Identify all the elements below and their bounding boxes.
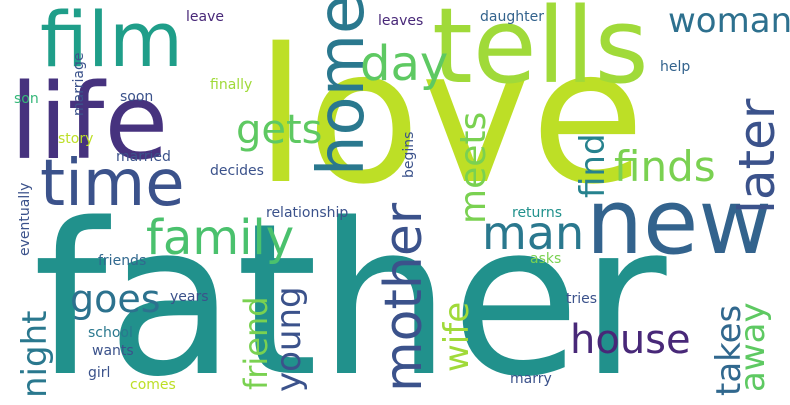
word-decides: decides [210, 163, 264, 179]
word-tells: tells [432, 0, 649, 107]
word-help: help [660, 59, 691, 75]
word-finds: finds [614, 142, 716, 191]
word-married: married [116, 149, 171, 165]
word-new: new [586, 170, 773, 275]
word-man: man [482, 206, 585, 260]
word-returns: returns [512, 205, 563, 221]
word-marry: marry [510, 371, 552, 387]
word-soon: soon [120, 89, 154, 105]
word-away: away [733, 302, 773, 392]
word-family: family [146, 210, 295, 266]
word-girl: girl [88, 365, 111, 381]
word-marriage: marriage [71, 52, 87, 116]
word-film: film [40, 0, 184, 84]
word-young: young [269, 286, 309, 392]
word-meets: meets [453, 111, 494, 224]
word-night: night [15, 310, 55, 398]
word-find: find [573, 133, 613, 198]
word-years: years [170, 289, 209, 305]
word-time: time [40, 147, 185, 221]
word-school: school [88, 325, 133, 341]
word-eventually: eventually [17, 182, 33, 256]
word-mother: mother [374, 202, 434, 392]
word-house: house [570, 317, 691, 363]
word-life: life [10, 61, 169, 183]
word-relationship: relationship [266, 205, 349, 221]
word-daughter: daughter [480, 9, 544, 25]
word-gets: gets [236, 107, 323, 153]
word-leave: leave [186, 9, 224, 25]
word-begins: begins [401, 131, 417, 178]
word-wife: wife [437, 301, 477, 372]
word-tries: tries [566, 291, 598, 307]
word-son: son [14, 91, 39, 107]
word-wants: wants [92, 343, 134, 359]
word-finally: finally [210, 77, 253, 93]
word-father: father [33, 178, 667, 405]
word-love: love [255, 8, 645, 225]
word-story: story [58, 131, 94, 147]
word-later: later [728, 98, 786, 214]
word-woman: woman [668, 1, 790, 41]
word-day: day [360, 36, 449, 92]
word-comes: comes [130, 377, 176, 393]
word-asks: asks [530, 251, 562, 267]
word-goes: goes [70, 277, 161, 321]
word-friends: friends [98, 253, 147, 269]
word-leaves: leaves [378, 13, 424, 29]
word-friend: friend [237, 296, 275, 390]
